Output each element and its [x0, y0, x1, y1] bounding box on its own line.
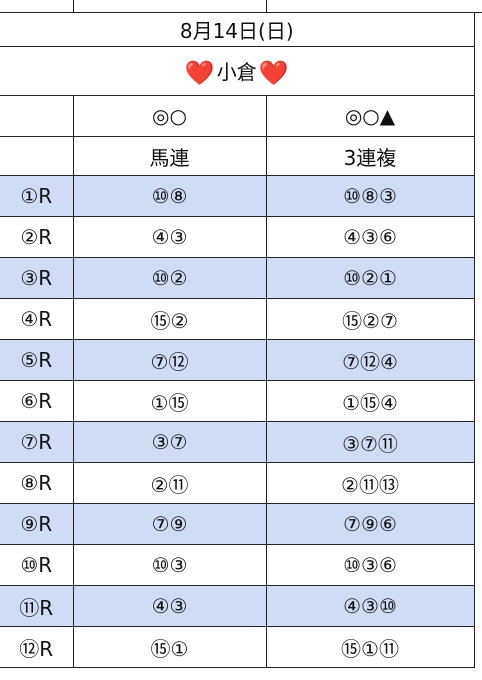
bet-type-row: 馬連 3連複 — [0, 136, 475, 176]
race-row: ⑥R ①⑮ ①⑮④ — [0, 380, 475, 422]
race-row: ①R ⑩⑧ ⑩⑧③ — [0, 175, 475, 217]
sanrenpuku-pick: ⑩②① — [265, 257, 475, 299]
sanrenpuku-pick: ②⑪⑬ — [265, 462, 475, 504]
race-row: ⑫R ⑮① ⑮①⑪ — [0, 626, 475, 668]
sanrenpuku-pick: ⑮①⑪ — [265, 626, 475, 668]
race-number: ①R — [0, 175, 74, 217]
umaren-pick: ④③ — [72, 585, 267, 627]
blank-cell — [0, 136, 74, 176]
race-number: ⑤R — [0, 339, 74, 381]
umaren-pick: ⑮② — [72, 298, 267, 340]
cell-divider — [266, 0, 267, 12]
marks-umaren: ◎○ — [72, 95, 267, 137]
race-row: ⑨R ⑦⑨ ⑦⑨⑥ — [0, 503, 475, 545]
race-number: ⑪R — [0, 585, 74, 627]
race-number: ⑩R — [0, 544, 74, 586]
venue-cell: ❤️ 小倉❤️ — [0, 46, 475, 96]
date-row: 8月14日(日) — [0, 12, 475, 47]
umaren-pick: ⑦⑫ — [72, 339, 267, 381]
umaren-pick: ⑮① — [72, 626, 267, 668]
umaren-pick: ③⑦ — [72, 421, 267, 463]
umaren-pick: ⑩③ — [72, 544, 267, 586]
heart-icon: ❤️ — [184, 58, 215, 87]
umaren-pick: ⑦⑨ — [72, 503, 267, 545]
race-number: ⑥R — [0, 380, 74, 422]
marks-sanrenpuku: ◎○▲ — [265, 95, 475, 137]
sanrenpuku-pick: ④③⑩ — [265, 585, 475, 627]
sanrenpuku-pick: ⑩③⑥ — [265, 544, 475, 586]
umaren-pick: ①⑮ — [72, 380, 267, 422]
date-cell: 8月14日(日) — [0, 12, 475, 47]
sanrenpuku-pick: ⑩⑧③ — [265, 175, 475, 217]
sanrenpuku-pick: ⑦⑫④ — [265, 339, 475, 381]
race-number: ⑦R — [0, 421, 74, 463]
cell-divider — [73, 0, 74, 12]
umaren-pick: ⑩⑧ — [72, 175, 267, 217]
race-row: ⑤R ⑦⑫ ⑦⑫④ — [0, 339, 475, 381]
sanrenpuku-pick: ①⑮④ — [265, 380, 475, 422]
sanrenpuku-pick: ⑮②⑦ — [265, 298, 475, 340]
umaren-pick: ④③ — [72, 216, 267, 258]
umaren-pick: ②⑪ — [72, 462, 267, 504]
race-number: ④R — [0, 298, 74, 340]
race-number: ⑧R — [0, 462, 74, 504]
race-number: ②R — [0, 216, 74, 258]
bet-type-sanrenpuku: 3連複 — [265, 136, 475, 176]
race-number: ③R — [0, 257, 74, 299]
sanrenpuku-pick: ④③⑥ — [265, 216, 475, 258]
race-row: ⑪R ④③ ④③⑩ — [0, 585, 475, 627]
race-row: ③R ⑩② ⑩②① — [0, 257, 475, 299]
race-number: ⑫R — [0, 626, 74, 668]
sanrenpuku-pick: ③⑦⑪ — [265, 421, 475, 463]
race-row: ⑦R ③⑦ ③⑦⑪ — [0, 421, 475, 463]
heart-icon: ❤️ — [258, 58, 289, 87]
race-row: ⑧R ②⑪ ②⑪⑬ — [0, 462, 475, 504]
venue-row: ❤️ 小倉❤️ — [0, 46, 475, 96]
race-row: ②R ④③ ④③⑥ — [0, 216, 475, 258]
blank-cell — [0, 95, 74, 137]
marks-row: ◎○ ◎○▲ — [0, 95, 475, 137]
sanrenpuku-pick: ⑦⑨⑥ — [265, 503, 475, 545]
umaren-pick: ⑩② — [72, 257, 267, 299]
race-row: ④R ⑮② ⑮②⑦ — [0, 298, 475, 340]
betting-table: 8月14日(日) ❤️ 小倉❤️ ◎○ ◎○▲ 馬連 3連複 ①R ⑩⑧ ⑩⑧③ ②R ④… — [0, 12, 475, 668]
bet-type-umaren: 馬連 — [72, 136, 267, 176]
venue-name: 小倉 — [216, 59, 257, 84]
race-number: ⑨R — [0, 503, 74, 545]
race-row: ⑩R ⑩③ ⑩③⑥ — [0, 544, 475, 586]
